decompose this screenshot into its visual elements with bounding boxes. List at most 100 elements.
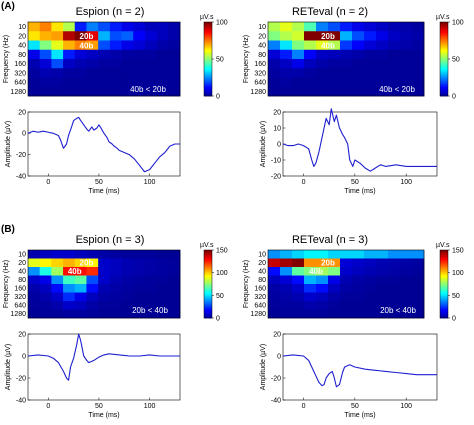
line-plot-4: 0 50 100 -40 -20 0 20 Time (ms) Amplitude (µV): [260, 331, 438, 419]
colorbar: µV.s 0 50 100: [200, 14, 228, 101]
heatmap-cell: [316, 22, 329, 32]
colorbar-segment: [204, 60, 212, 64]
heatmap-cell: [328, 267, 341, 276]
colorbar-segment: [440, 309, 448, 312]
colorbar-segment: [204, 316, 212, 319]
heatmap-cell: [376, 59, 389, 69]
heatmap-cell: [292, 22, 305, 32]
colorbar-segment: [440, 84, 448, 88]
heatmap-cell: [400, 59, 413, 69]
heatmap-cell: [352, 68, 365, 78]
heatmap-cell: [316, 284, 329, 293]
heatmap-cell: [156, 284, 169, 293]
heatmap-cell: [133, 267, 146, 276]
heatmap-cell: [168, 49, 181, 60]
y-tick-label: 320: [254, 294, 266, 301]
heatmap-cell: [98, 49, 111, 60]
heatmap-cell: [98, 250, 111, 259]
heatmap-cell: [121, 275, 134, 285]
heatmap-cell: [168, 292, 181, 302]
panel-label-a: (A): [1, 1, 15, 12]
heatmap-cell: [280, 40, 293, 51]
heatmap-cell: [304, 68, 317, 78]
heatmap-cell: [28, 68, 41, 78]
colorbar-segment: [440, 273, 448, 276]
heatmap-cell: [376, 250, 389, 259]
heatmap-cell: [98, 267, 111, 276]
waveform-line: [27, 116, 180, 173]
heatmap-cell: [168, 86, 181, 97]
heatmap-cell: [268, 22, 281, 32]
colorbar-segment: [440, 260, 448, 263]
y-axis-label: Amplitude (µV): [5, 344, 12, 390]
colorbar-segment: [440, 53, 448, 56]
heatmap-cell: [316, 309, 329, 319]
heatmap-cell: [51, 309, 64, 319]
heatmap-cell: [268, 31, 281, 41]
heatmap-cell: [28, 275, 41, 285]
y-tick-label: 320: [254, 70, 266, 77]
block-label-20b: 20b: [80, 32, 94, 41]
heatmap-cell: [109, 309, 122, 319]
heatmap-cell: [156, 275, 169, 285]
heatmap-cell: [352, 309, 365, 319]
y-tick-label: 160: [14, 61, 26, 68]
heatmap-cell: [388, 86, 401, 97]
heatmap-cell: [144, 49, 158, 60]
heatmap-cell: [86, 22, 99, 32]
heatmap-cell: [63, 86, 76, 97]
colorbar-segment: [204, 88, 212, 91]
heatmap-cell: [352, 250, 365, 259]
heatmap-cell: [280, 22, 293, 32]
colorbar-segment: [440, 59, 448, 62]
colorbar-segment: [440, 83, 448, 86]
heatmap-cell: [304, 275, 317, 285]
heatmap-cell: [51, 86, 64, 97]
heatmap-cell: [144, 292, 158, 302]
heatmap-cell: [352, 292, 365, 302]
heatmap-cell: [63, 275, 76, 285]
colorbar-segment: [204, 253, 212, 256]
colorbar-tick-label: 100: [216, 20, 228, 27]
heatmap-cell: [51, 77, 64, 88]
heatmap-cell: [268, 68, 281, 78]
heatmap-cell: [86, 49, 99, 60]
colorbar-segment: [204, 299, 212, 302]
heatmap-cell: [388, 68, 401, 78]
heatmap-cell: [412, 258, 425, 268]
heatmap-cell: [86, 292, 99, 302]
heatmap-cell: [328, 284, 341, 293]
colorbar-segment: [204, 309, 212, 312]
heatmap-cell: [388, 22, 401, 32]
heatmap-frame: [27, 21, 181, 97]
heatmap-cell: [133, 275, 146, 285]
heatmap-cell: [156, 68, 169, 78]
heatmap-cell: [328, 77, 341, 88]
heatmap-cell: [316, 59, 329, 69]
heatmap-cell: [109, 250, 122, 259]
heatmap-cell: [168, 301, 181, 310]
heatmap-cell: [400, 301, 413, 310]
colorbar-segment: [204, 301, 212, 304]
colorbar-segment: [204, 255, 212, 258]
colorbar-segment: [204, 272, 212, 275]
colorbar-segment: [204, 256, 212, 259]
colorbar-segment: [440, 86, 448, 89]
colorbar-tick-label: 50: [216, 293, 224, 300]
colorbar-segment: [204, 251, 212, 254]
heatmap-cell: [51, 22, 64, 32]
heatmap-cell: [340, 284, 353, 293]
heatmap-cell: [63, 68, 76, 78]
heatmap-cell: [376, 68, 389, 78]
heatmap-cell: [144, 250, 158, 259]
colorbar-segment: [440, 250, 448, 253]
heatmap-cell: [376, 77, 389, 88]
y-tick-label: 640: [14, 80, 26, 87]
y-tick-label: -20: [16, 152, 26, 159]
colorbar-segment: [204, 278, 212, 281]
y-tick-label: -20: [271, 173, 281, 180]
heatmap-cell: [168, 77, 181, 88]
colorbar-segment: [440, 301, 448, 304]
heatmap-cell: [364, 301, 377, 310]
heatmap-cell: [133, 49, 146, 60]
